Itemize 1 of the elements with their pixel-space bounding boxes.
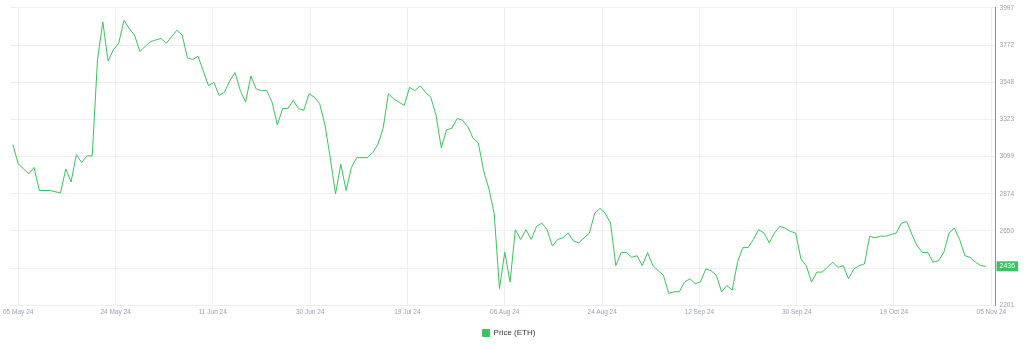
legend-label: Price (ETH) — [493, 328, 536, 338]
